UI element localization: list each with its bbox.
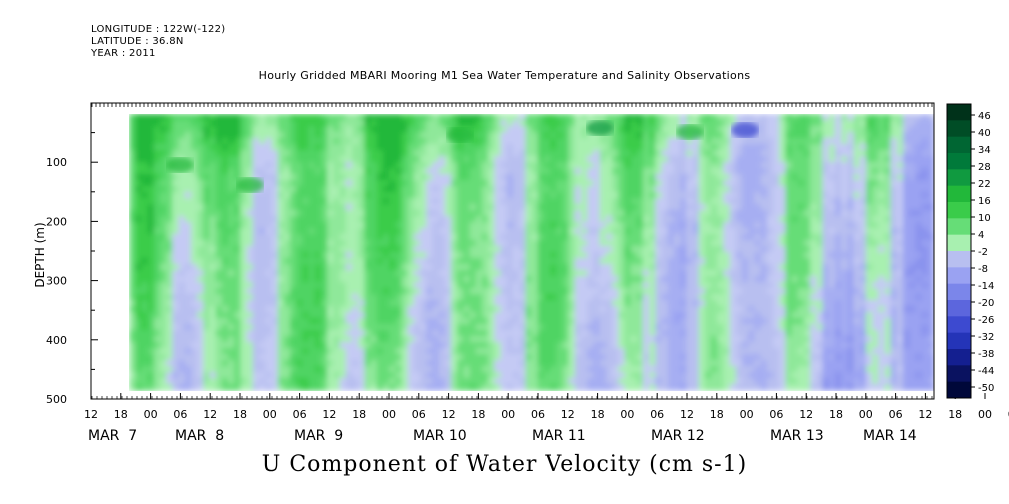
colorbar-label: 28 — [978, 162, 991, 173]
colorbar-segment — [947, 300, 971, 317]
x-hour-label: 06 — [769, 408, 783, 421]
x-hour-label: 06 — [889, 408, 903, 421]
colorbar-label: -14 — [978, 281, 994, 292]
colorbar-label: -44 — [978, 366, 994, 377]
colorbar-segment — [947, 153, 971, 170]
x-date-label: MAR 8 — [175, 428, 224, 444]
colorbar-segment — [947, 332, 971, 350]
colorbar-segment — [947, 365, 971, 383]
x-hour-label: 12 — [84, 408, 98, 421]
x-hour-label: 18 — [352, 408, 366, 421]
x-hour-label: 00 — [859, 408, 873, 421]
x-hour-label: 00 — [144, 408, 158, 421]
colorbar-segment — [947, 251, 971, 268]
x-hour-label: 12 — [322, 408, 336, 421]
x-hour-label: 18 — [829, 408, 843, 421]
x-hour-label: 06 — [173, 408, 187, 421]
x-hour-label: 00 — [501, 408, 515, 421]
colorbar-segment — [947, 218, 971, 236]
colorbar-segment — [947, 120, 971, 138]
x-hour-label: 18 — [710, 408, 724, 421]
x-hour-label: 00 — [382, 408, 396, 421]
colorbar-label: -32 — [978, 332, 994, 343]
x-hour-label: 06 — [1008, 408, 1009, 421]
colorbar-label: 34 — [978, 145, 991, 156]
colorbar-segment — [947, 136, 971, 154]
x-hour-label: 06 — [293, 408, 307, 421]
x-hour-label: 00 — [263, 408, 277, 421]
x-date-label: MAR 11 — [532, 428, 586, 444]
colorbar-segment — [947, 283, 971, 301]
x-hour-label: 12 — [918, 408, 932, 421]
year-label: YEAR : 2011 — [91, 48, 156, 59]
x-hour-label: 00 — [978, 408, 992, 421]
x-date-label: MAR 10 — [413, 428, 467, 444]
colorbar-label: -50 — [978, 383, 994, 394]
colorbar-label: 16 — [978, 196, 991, 207]
velocity-field — [129, 114, 934, 391]
x-hour-label: 18 — [591, 408, 605, 421]
colorbar-segment — [947, 202, 971, 219]
x-hour-label: 12 — [442, 408, 456, 421]
colorbar-segment — [947, 185, 971, 203]
x-date-label: MAR 7 — [88, 428, 137, 444]
colorbar-segment — [947, 349, 971, 366]
x-hour-label: 06 — [412, 408, 426, 421]
x-hour-label: 06 — [650, 408, 664, 421]
colorbar-label: 10 — [978, 213, 991, 224]
x-date-label: MAR 12 — [651, 428, 705, 444]
y-tick-label: 200 — [46, 215, 67, 228]
colorbar: 46 40 34 28 22 16 10 4 -2 -8 -14 -20 -26 -32 -38 -44 -50 — [946, 103, 994, 399]
y-tick-label: 300 — [46, 275, 67, 288]
y-axis-label: DEPTH (m) — [33, 222, 47, 287]
x-hour-label: 18 — [233, 408, 247, 421]
colorbar-segment — [947, 169, 971, 187]
x-hour-label: 12 — [561, 408, 575, 421]
x-hour-label: 00 — [620, 408, 634, 421]
y-tick-label: 500 — [46, 393, 67, 406]
colorbar-label: -38 — [978, 349, 994, 360]
x-hour-label: 00 — [740, 408, 754, 421]
colorbar-label: 22 — [978, 179, 991, 190]
x-hour-label: 18 — [948, 408, 962, 421]
x-hour-label: 12 — [799, 408, 813, 421]
x-date-label: MAR 14 — [863, 428, 917, 444]
x-date-label: MAR 9 — [294, 428, 343, 444]
x-date-label: MAR 13 — [770, 428, 824, 444]
chart-title: Hourly Gridded MBARI Mooring M1 Sea Wate… — [258, 69, 751, 82]
x-hour-label: 18 — [114, 408, 128, 421]
y-tick-label: 400 — [46, 334, 67, 347]
colorbar-segment — [947, 381, 971, 399]
x-hour-label: 18 — [471, 408, 485, 421]
colorbar-segment — [947, 104, 971, 121]
colorbar-label: 46 — [978, 111, 991, 122]
colorbar-label: 40 — [978, 128, 991, 139]
y-tick-label: 100 — [46, 156, 67, 169]
x-hour-label: 06 — [531, 408, 545, 421]
colorbar-label: -20 — [978, 298, 994, 309]
colorbar-label: -2 — [978, 247, 988, 258]
colorbar-segment — [947, 267, 971, 285]
colorbar-segment — [947, 234, 971, 252]
latitude-label: LATITUDE : 36.8N — [91, 36, 184, 47]
colorbar-segment — [947, 316, 971, 334]
colorbar-label: -8 — [978, 264, 988, 275]
x-axis-label: U Component of Water Velocity (cm s-1) — [261, 452, 748, 477]
x-hour-label: 12 — [203, 408, 217, 421]
longitude-label: LONGITUDE : 122W(-122) — [91, 24, 226, 35]
colorbar-label: -26 — [978, 315, 994, 326]
x-hour-label: 12 — [680, 408, 694, 421]
colorbar-label: 4 — [978, 230, 984, 241]
